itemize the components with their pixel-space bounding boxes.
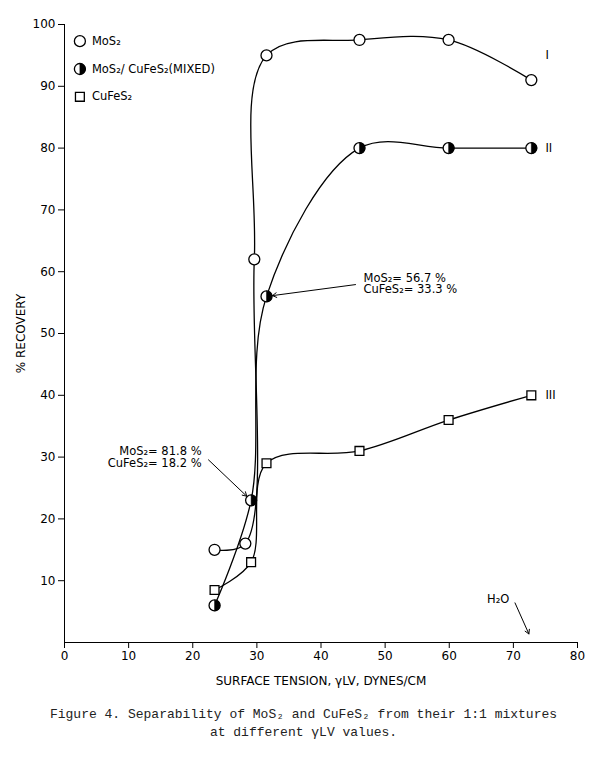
svg-text:60: 60 xyxy=(40,265,55,279)
svg-text:% RECOVERY: % RECOVERY xyxy=(14,293,28,373)
svg-text:80: 80 xyxy=(570,649,585,663)
svg-text:10: 10 xyxy=(121,649,136,663)
svg-text:MoS₂: MoS₂ xyxy=(92,34,121,48)
svg-text:40: 40 xyxy=(40,388,55,402)
svg-text:70: 70 xyxy=(40,203,55,217)
svg-text:20: 20 xyxy=(185,649,200,663)
svg-text:SURFACE TENSION, γLV, DYNES/CM: SURFACE TENSION, γLV, DYNES/CM xyxy=(216,674,427,688)
html-text:Figure 4. Separability of MoS₂: Figure 4. Separability of MoS₂ and CuFeS… xyxy=(50,707,557,740)
svg-text:20: 20 xyxy=(40,512,55,526)
svg-text:0: 0 xyxy=(61,649,69,663)
svg-text:10: 10 xyxy=(40,574,55,588)
svg-text:30: 30 xyxy=(249,649,264,663)
svg-text:90: 90 xyxy=(40,79,55,93)
svg-text:MoS₂/ CuFeS₂(MIXED): MoS₂/ CuFeS₂(MIXED) xyxy=(92,62,215,76)
svg-text:MoS₂= 81.8 %CuFeS₂= 18.2 %: MoS₂= 81.8 %CuFeS₂= 18.2 % xyxy=(108,444,202,470)
svg-text:I: I xyxy=(545,48,548,62)
svg-text:H₂O: H₂O xyxy=(487,592,509,606)
svg-text:40: 40 xyxy=(313,649,328,663)
svg-text:60: 60 xyxy=(442,649,457,663)
svg-text:50: 50 xyxy=(377,649,392,663)
svg-text:II: II xyxy=(545,141,552,155)
svg-text:50: 50 xyxy=(40,326,55,340)
svg-text:MoS₂= 56.7 %CuFeS₂= 33.3 %: MoS₂= 56.7 %CuFeS₂= 33.3 % xyxy=(363,271,457,297)
svg-text:30: 30 xyxy=(40,450,55,464)
svg-text:80: 80 xyxy=(40,141,55,155)
svg-text:CuFeS₂: CuFeS₂ xyxy=(92,89,132,103)
svg-text:100: 100 xyxy=(33,17,56,31)
svg-text:III: III xyxy=(545,388,555,402)
svg-text:70: 70 xyxy=(506,649,521,663)
